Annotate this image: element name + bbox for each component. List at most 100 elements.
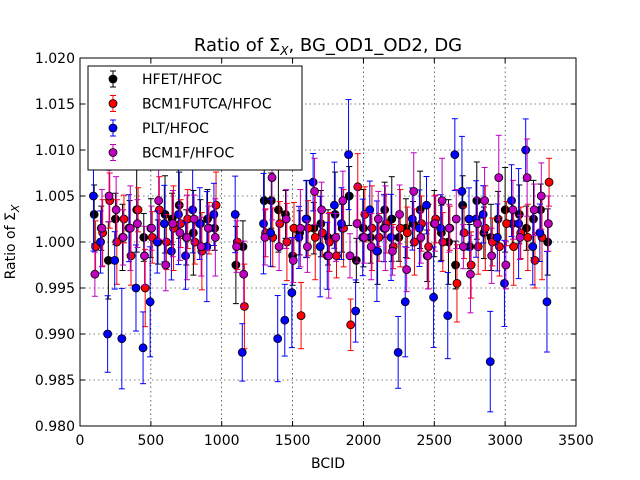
chart-title: Ratio of ΣX, BG_OD1_OD2, DG: [194, 35, 462, 58]
data-point: [154, 196, 164, 206]
data-point: [232, 242, 241, 252]
data-point: [168, 219, 178, 229]
data-point: [353, 182, 363, 192]
data-point: [450, 150, 460, 160]
data-point: [409, 186, 419, 196]
data-point: [308, 177, 318, 187]
data-point: [493, 214, 503, 224]
data-point: [282, 237, 292, 247]
data-point: [167, 246, 176, 256]
data-point: [189, 214, 199, 224]
data-point: [316, 219, 326, 229]
x-tick-label: 2000: [346, 433, 382, 449]
data-point: [90, 269, 100, 279]
data-point: [89, 209, 99, 219]
data-point: [209, 209, 219, 219]
data-point: [386, 232, 396, 242]
data-point: [111, 205, 121, 215]
data-point: [195, 219, 205, 229]
data-point: [480, 223, 490, 233]
data-point: [444, 223, 454, 233]
data-point: [429, 292, 438, 302]
data-point: [374, 232, 384, 242]
data-point: [140, 251, 149, 261]
data-point: [176, 219, 186, 229]
data-point: [275, 219, 285, 229]
y-tick-label: 0.985: [35, 373, 75, 389]
data-point: [436, 223, 446, 233]
data-point: [366, 242, 376, 252]
data-point: [422, 200, 431, 210]
data-point: [459, 228, 469, 238]
data-point: [351, 306, 361, 316]
data-point: [294, 232, 304, 242]
legend-label: BCM1FUTCA/HFOC: [142, 97, 272, 113]
data-point: [231, 260, 241, 270]
y-tick-label: 1.005: [35, 189, 75, 205]
data-point: [502, 219, 511, 229]
title-subscript: X: [279, 44, 289, 58]
data-point: [543, 237, 553, 247]
data-point: [344, 191, 354, 201]
data-point: [394, 232, 404, 242]
data-point: [103, 329, 113, 339]
data-point: [259, 219, 268, 229]
axis-ticks: 0 500 1000 1500 2000 2500 3000 3500 0.980 0.985 0.…: [35, 51, 594, 449]
data-point: [466, 260, 476, 270]
data-point: [97, 223, 107, 233]
data-point: [288, 255, 298, 265]
data-point: [528, 242, 538, 252]
data-point: [415, 223, 424, 233]
y-tick-label: 1.015: [35, 97, 75, 113]
data-point: [473, 219, 482, 229]
data-point: [154, 205, 164, 215]
y-tick-label: 1.010: [35, 143, 75, 159]
data-point: [437, 196, 447, 206]
y-tick-label: 0.995: [35, 281, 75, 297]
data-point: [310, 232, 320, 242]
data-point: [500, 205, 510, 215]
legend-label: PLT/HFOC: [142, 121, 209, 137]
series-4: [90, 134, 553, 314]
data-point: [317, 205, 327, 215]
data-point: [395, 209, 404, 219]
x-tick-label: 500: [137, 433, 164, 449]
legend: HFET/HFOC BCM1FUTCA/HFOC PLT/HFOC BCM1F/HFO…: [87, 65, 303, 171]
data-point: [131, 283, 141, 293]
title-suffix: , BG_OD1_OD2, DG: [288, 35, 462, 56]
data-point: [451, 214, 461, 224]
legend-box: [87, 65, 303, 171]
data-point: [287, 288, 297, 298]
data-point: [96, 237, 105, 247]
data-point: [119, 214, 129, 224]
x-tick-label: 1500: [275, 433, 311, 449]
data-point: [359, 223, 368, 233]
data-point: [372, 246, 382, 256]
x-tick-label: 0: [76, 433, 85, 449]
data-point: [260, 232, 270, 242]
data-point: [280, 315, 290, 325]
data-point: [393, 347, 403, 357]
data-point: [332, 251, 341, 261]
data-point: [522, 223, 531, 233]
data-point: [273, 334, 283, 344]
data-point: [182, 232, 192, 242]
x-axis-label: BCID: [311, 456, 345, 472]
data-point: [345, 251, 355, 261]
data-point: [132, 219, 142, 229]
data-point: [117, 334, 127, 344]
data-point: [161, 260, 171, 270]
data-point: [331, 232, 341, 242]
data-point: [324, 251, 334, 261]
y-tick-label: 1.020: [35, 51, 75, 67]
data-point: [380, 223, 390, 233]
data-point: [104, 191, 114, 201]
data-point: [266, 228, 276, 238]
data-point: [395, 223, 405, 233]
data-point: [457, 186, 467, 196]
y-tick-label: 0.990: [35, 327, 75, 343]
data-point: [118, 232, 128, 242]
legend-label: BCM1F/HFOC: [142, 146, 234, 162]
data-point: [451, 260, 460, 270]
